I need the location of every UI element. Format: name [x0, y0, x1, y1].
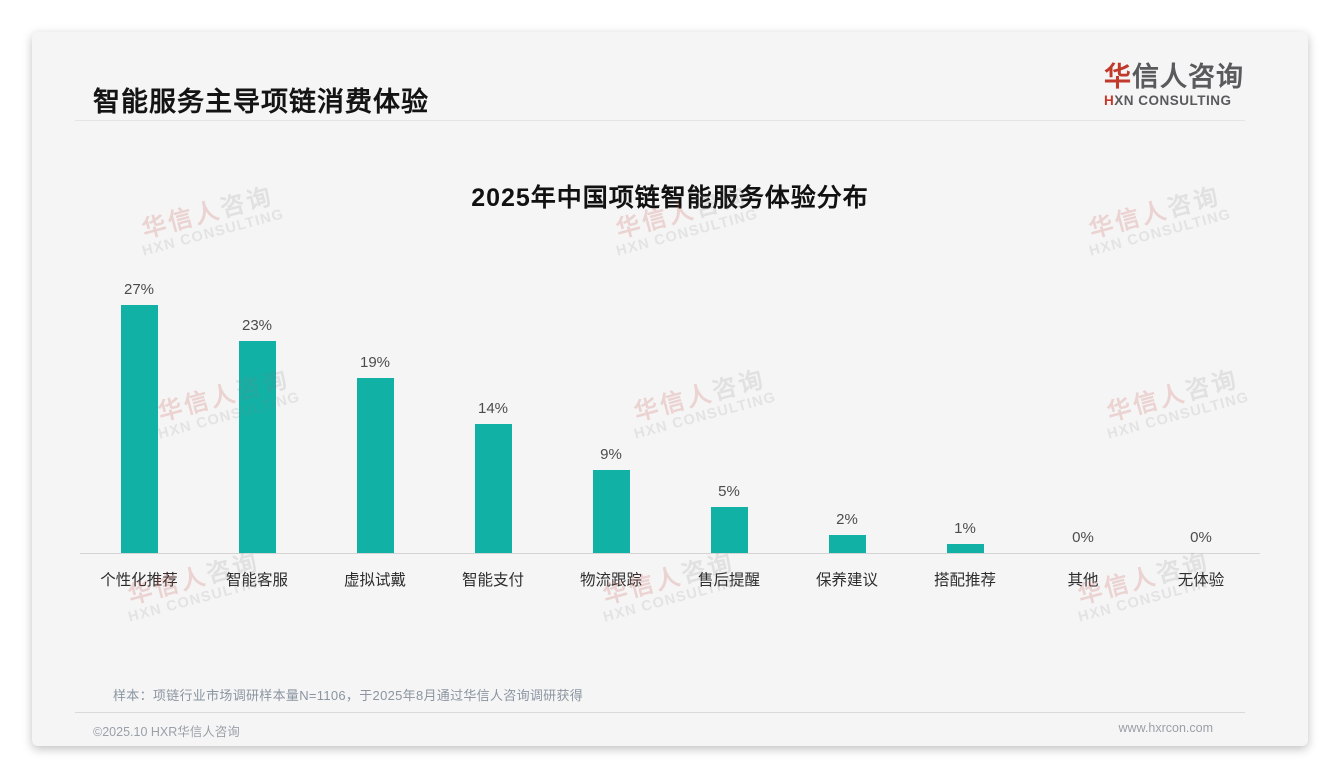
bar [710, 507, 748, 553]
page-title: 智能服务主导项链消费体验 [93, 87, 429, 117]
bar-slot: 5% [670, 273, 788, 553]
value-label: 14% [477, 400, 509, 418]
header-divider [75, 120, 1245, 121]
bar-slot: 0% [1024, 273, 1142, 553]
category-label: 虚拟试戴 [343, 572, 406, 589]
category-label: 个性化推荐 [100, 572, 178, 589]
bar-slot: 19% [316, 273, 434, 553]
brand-logo-cn-rest: 信人咨询 [1132, 62, 1244, 92]
watermark-en-text: HXN CONSULTING [614, 206, 760, 260]
brand-logo-en-rest: XN CONSULTING [1114, 93, 1232, 108]
website-url: www.hxrcon.com [1118, 721, 1213, 735]
value-label: 0% [1190, 529, 1212, 546]
bar-slot: 0% [1142, 273, 1260, 553]
category-label: 其他 [1067, 572, 1099, 589]
value-label: 9% [600, 446, 622, 464]
footer: ©2025.10 HXR华信人咨询 www.hxrcon.com [75, 712, 1245, 740]
bar-slot: 1% [906, 273, 1024, 553]
value-label: 23% [241, 317, 273, 335]
value-label: 1% [954, 519, 976, 537]
brand-logo-english: HXN CONSULTING [1104, 93, 1244, 108]
bar [592, 470, 630, 553]
value-label: 2% [836, 510, 858, 528]
category-label: 无体验 [1177, 572, 1225, 589]
x-axis: 个性化推荐 智能客服 虚拟试戴 智能支付 物流跟踪 售后提醒 保养建议 搭配推荐 其他 无体验 [80, 553, 1260, 590]
value-label: 19% [359, 354, 391, 372]
value-label: 5% [718, 483, 740, 500]
bar [474, 424, 512, 553]
copyright-text: ©2025.10 HXR华信人咨询 [93, 725, 240, 739]
bar [356, 378, 394, 553]
bar-slot: 27% [80, 273, 198, 553]
bar [120, 304, 158, 553]
value-label: 0% [1072, 529, 1094, 546]
value-label: 27% [123, 280, 155, 298]
bar [828, 534, 866, 553]
category-label: 保养建议 [815, 572, 878, 589]
brand-logo: 华信人咨询 HXN CONSULTING [1104, 62, 1244, 108]
category-label: 售后提醒 [697, 572, 760, 589]
category-label: 物流跟踪 [579, 572, 642, 589]
watermark-en-text: HXN CONSULTING [1087, 206, 1233, 260]
bar-slot: 2% [788, 273, 906, 553]
brand-logo-en-accent: H [1104, 93, 1115, 108]
bar-chart: 27% 23% 19% 14% 9% 5% 2% 1% 0% 0% [80, 273, 1260, 553]
brand-logo-chinese: 华信人咨询 [1104, 62, 1244, 92]
brand-logo-accent-char: 华 [1104, 62, 1132, 92]
sample-footnote: 样本：项链行业市场调研样本量N=1106，于2025年8月通过华信人咨询调研获得 [113, 688, 584, 703]
bar-slot: 23% [198, 273, 316, 553]
watermark-en-text: HXN CONSULTING [140, 206, 286, 260]
bar-slot: 9% [552, 273, 670, 553]
category-label: 智能支付 [461, 572, 524, 589]
category-label: 智能客服 [225, 572, 288, 589]
report-slide-card: 智能服务主导项链消费体验 华信人咨询 HXN CONSULTING 2025年中… [32, 32, 1308, 746]
category-label: 搭配推荐 [933, 572, 996, 589]
bar [238, 341, 276, 553]
bar-slot: 14% [434, 273, 552, 553]
chart-title: 2025年中国项链智能服务体验分布 [471, 184, 869, 212]
bar [946, 543, 984, 553]
